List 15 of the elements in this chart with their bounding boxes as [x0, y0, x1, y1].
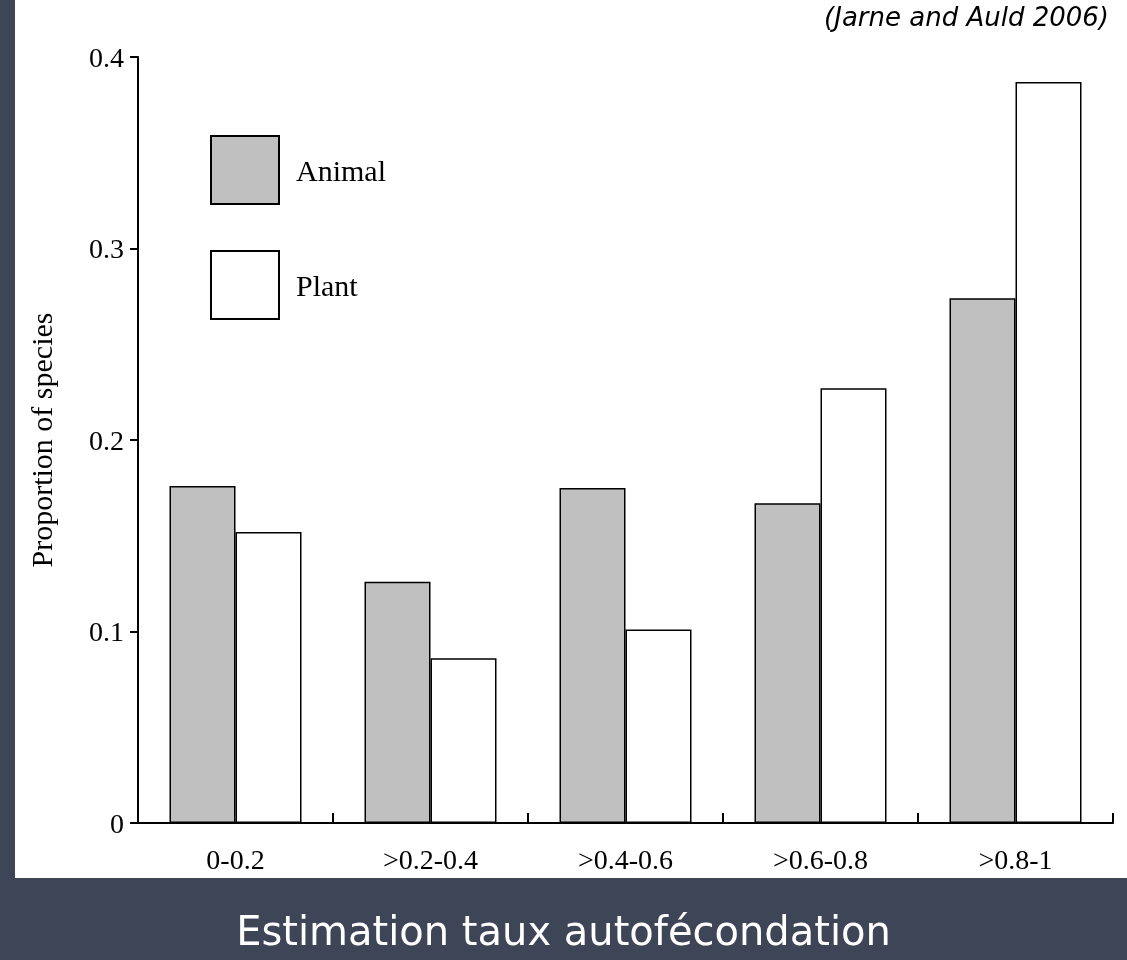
y-tick-label: 0.2 — [89, 424, 124, 456]
x-tick-label: >0.8-1 — [978, 843, 1053, 875]
y-tick-label: 0.3 — [89, 233, 124, 264]
y-tick-label: 0 — [110, 807, 124, 839]
x-tick-label: 0-0.2 — [206, 843, 265, 875]
y-axis-title: Proportion of species — [24, 312, 58, 568]
text: Estimation taux autofécondation — [236, 908, 891, 954]
legend-label: Animal — [296, 153, 386, 187]
text: (Jarne and Auld 2006) — [824, 2, 1109, 32]
x-tick-label: >0.2-0.4 — [382, 843, 479, 875]
x-tick-label: >0.4-0.6 — [577, 843, 674, 875]
legend-label: Plant — [296, 268, 359, 302]
y-tick-label: 0.1 — [89, 616, 124, 647]
y-tick-label: 0.4 — [89, 41, 124, 73]
x-tick-label: >0.6-0.8 — [772, 843, 869, 875]
